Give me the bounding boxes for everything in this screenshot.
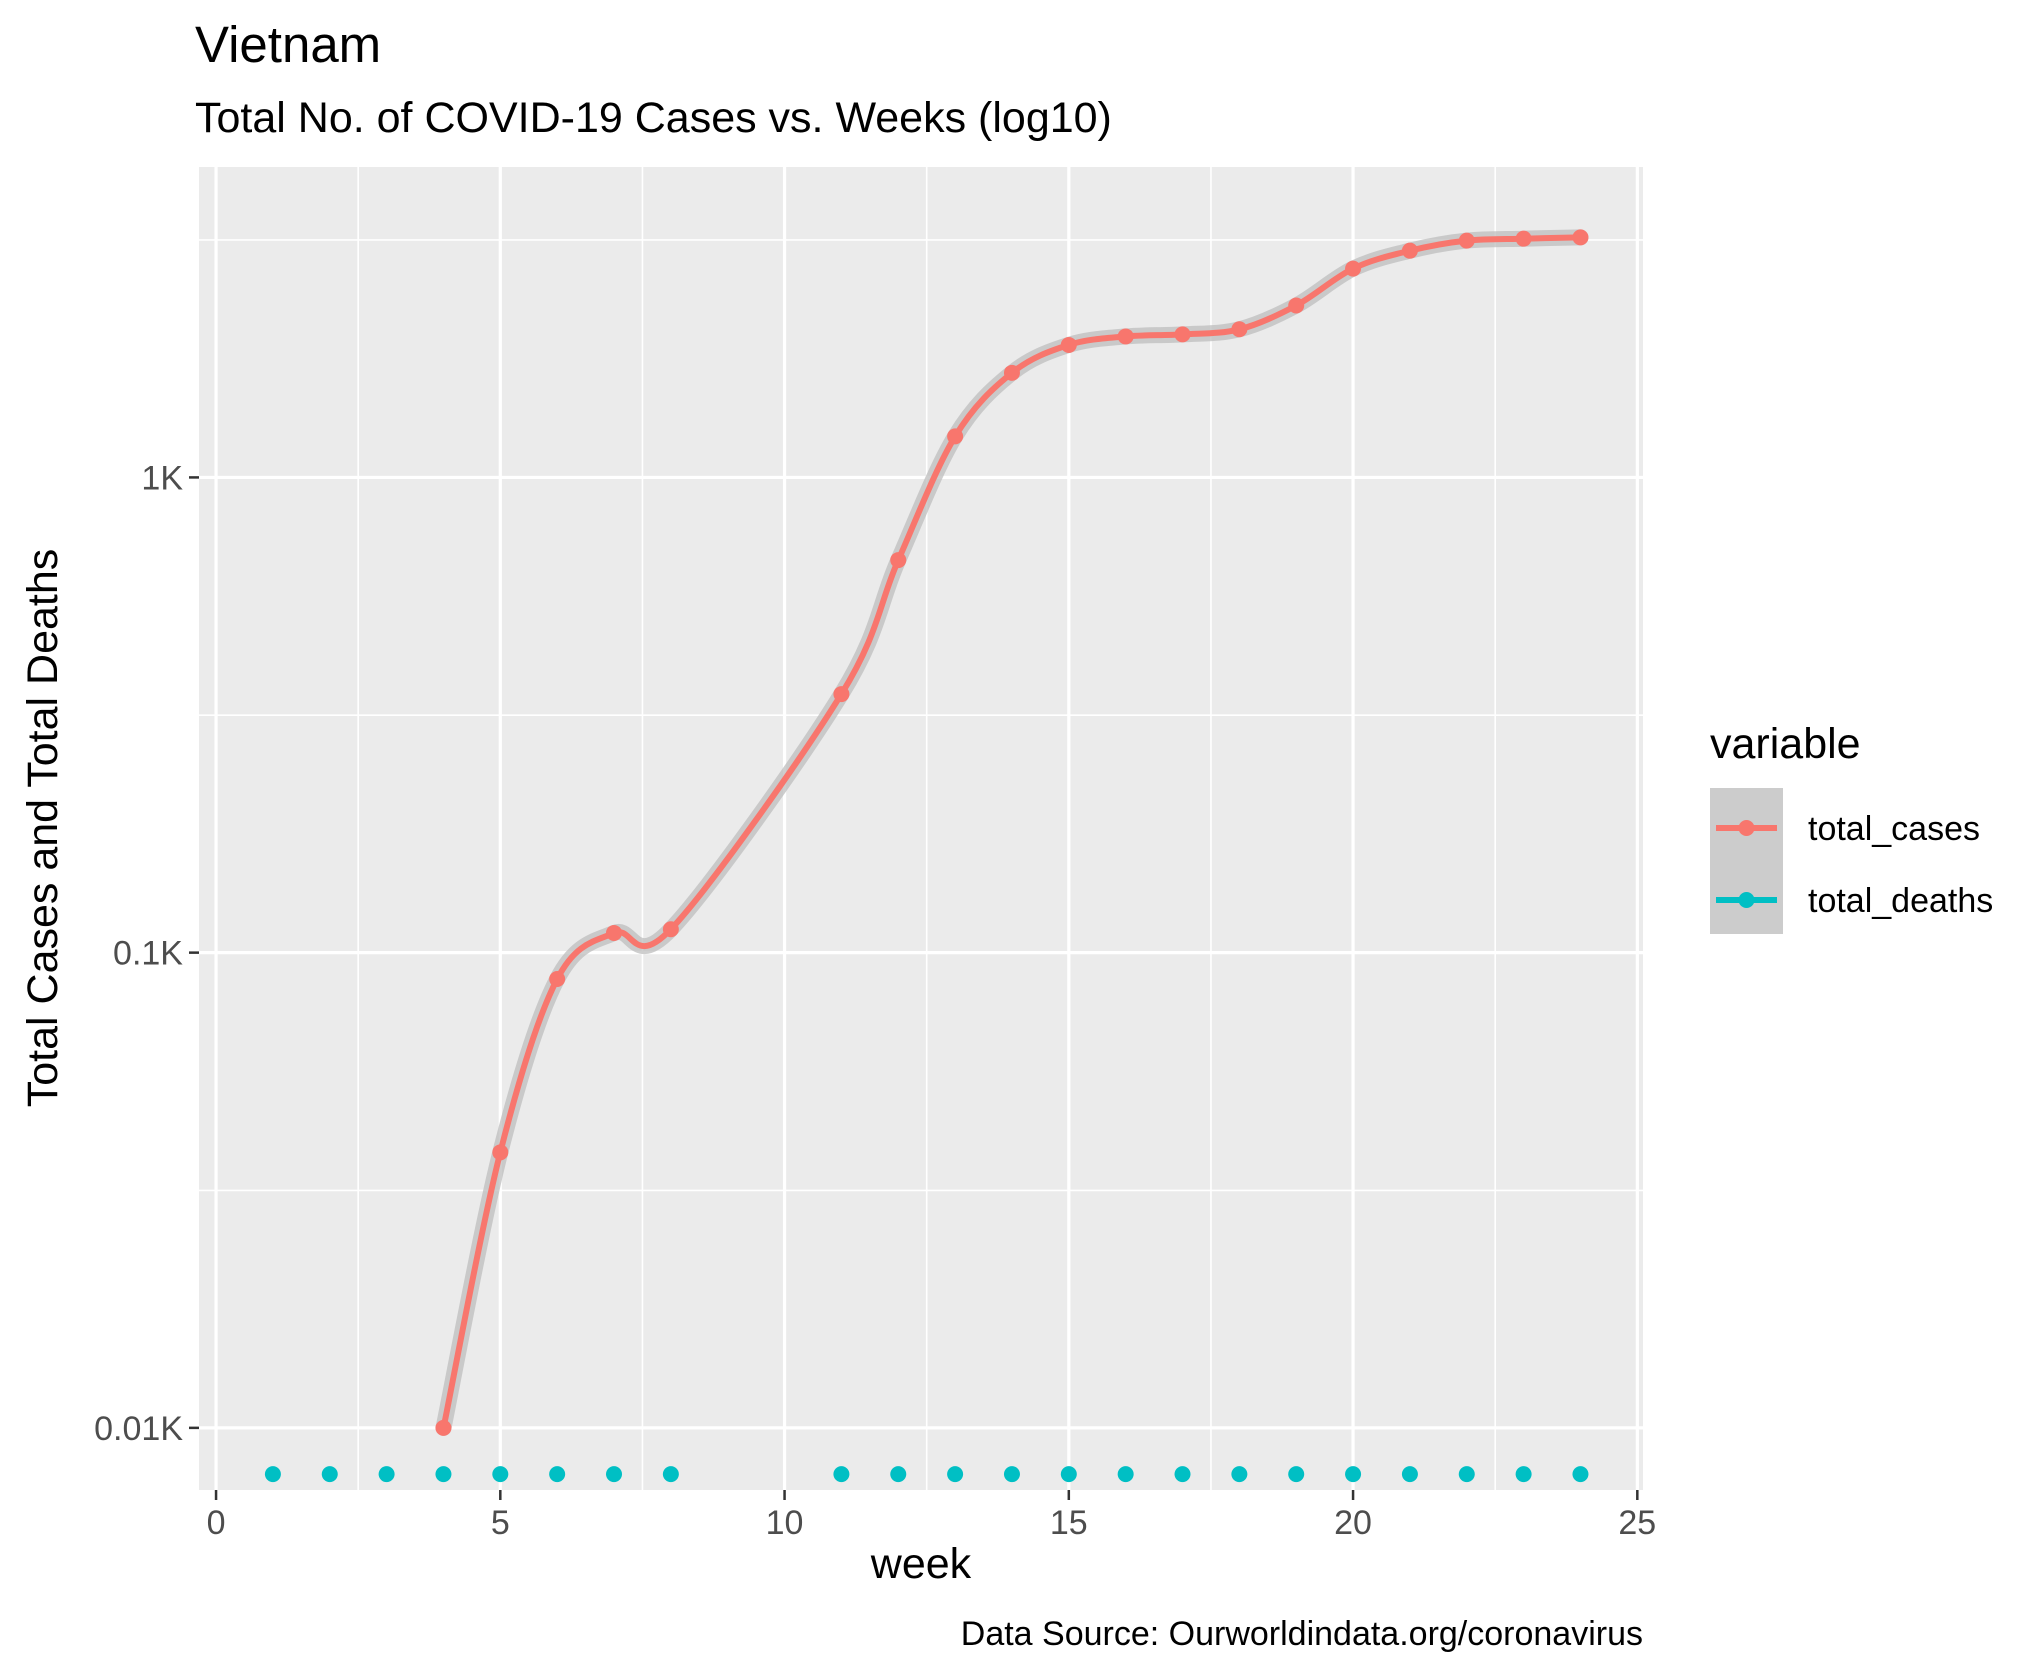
series-total-deaths-point bbox=[662, 1466, 679, 1483]
legend-entry-label: total_cases bbox=[1808, 810, 1980, 848]
series-total-cases-line bbox=[440, 234, 1584, 1431]
chart-caption: Data Source: Ourworldindata.org/coronavi… bbox=[961, 1615, 1643, 1653]
series-total-cases-point bbox=[1345, 260, 1362, 277]
series-total-deaths-point bbox=[1231, 1466, 1248, 1483]
x-tick-label: 0 bbox=[207, 1504, 226, 1542]
series-total-cases-point bbox=[1401, 242, 1418, 259]
series-total-deaths-point bbox=[947, 1466, 964, 1483]
y-axis-title: Total Cases and Total Deaths bbox=[19, 549, 67, 1108]
series-total-cases-point bbox=[947, 428, 964, 445]
series-total-cases-point bbox=[1515, 230, 1532, 247]
series-total-cases-point bbox=[1174, 326, 1191, 343]
series-total-cases-point bbox=[1117, 328, 1134, 345]
series-total-deaths-point bbox=[492, 1466, 509, 1483]
series-total-cases-point bbox=[890, 552, 907, 569]
y-tick-label: 1K bbox=[141, 459, 183, 497]
series-total-cases-point bbox=[1060, 336, 1077, 353]
series-total-deaths-point bbox=[1515, 1466, 1532, 1483]
legend-key-background bbox=[1710, 788, 1783, 934]
series-total-deaths-point bbox=[321, 1466, 338, 1483]
legend-key-point bbox=[1738, 820, 1755, 836]
minor-gridlines bbox=[199, 167, 1643, 1490]
legend-key-point bbox=[1738, 892, 1755, 908]
series-total-cases-point bbox=[662, 921, 679, 938]
plot-panel bbox=[199, 167, 1643, 1490]
major-gridlines bbox=[199, 167, 1643, 1490]
series-total-deaths-point bbox=[606, 1466, 623, 1483]
series-total-cases-point bbox=[1572, 229, 1589, 246]
series-total-deaths-point bbox=[1572, 1466, 1589, 1483]
series-total-cases-point bbox=[1003, 364, 1020, 381]
series-total-cases-point bbox=[549, 971, 566, 988]
series-total-cases-point bbox=[1231, 321, 1248, 338]
series-total-cases-point bbox=[492, 1144, 509, 1161]
x-tick-label: 20 bbox=[1334, 1504, 1372, 1542]
series-total-deaths-point bbox=[549, 1466, 566, 1483]
series-total-cases-point bbox=[1288, 297, 1305, 314]
series-total-deaths-point bbox=[1288, 1466, 1305, 1483]
series-total-deaths-point bbox=[1174, 1466, 1191, 1483]
series-total-deaths-point bbox=[1458, 1466, 1475, 1483]
y-tick-label: 0.1K bbox=[113, 935, 183, 973]
x-tick-label: 25 bbox=[1618, 1504, 1656, 1542]
series-total-cases-point bbox=[606, 924, 623, 941]
axis-ticks bbox=[189, 476, 1639, 1500]
series-total-deaths-point bbox=[1345, 1466, 1362, 1483]
legend-title: variable bbox=[1710, 720, 1861, 768]
series-layer bbox=[264, 229, 1589, 1483]
legend-entry-label: total_deaths bbox=[1808, 882, 1993, 920]
series-total-cases-point bbox=[1458, 232, 1475, 249]
series-total-deaths-point bbox=[890, 1466, 907, 1483]
x-tick-label: 5 bbox=[491, 1504, 510, 1542]
tick-labels: 0 5 10 15 20 25 0.01K 0.1K 1K bbox=[94, 459, 1656, 1542]
legend: variable total_cases total_deaths bbox=[1710, 720, 1993, 934]
series-total-cases-point bbox=[833, 686, 850, 703]
series-total-deaths-point bbox=[1060, 1466, 1077, 1483]
series-total-deaths-point bbox=[1401, 1466, 1418, 1483]
series-total-cases-point bbox=[435, 1419, 452, 1436]
series-total-deaths-point bbox=[1003, 1466, 1020, 1483]
x-axis-title: week bbox=[870, 1540, 972, 1588]
x-tick-label: 10 bbox=[766, 1504, 804, 1542]
chart-title: Vietnam bbox=[195, 16, 381, 73]
chart-subtitle: Total No. of COVID-19 Cases vs. Weeks (l… bbox=[195, 94, 1112, 142]
y-tick-label: 0.01K bbox=[94, 1410, 183, 1448]
series-total-deaths-point bbox=[264, 1466, 281, 1483]
series-total-deaths-point bbox=[833, 1466, 850, 1483]
series-total-deaths-point bbox=[378, 1466, 395, 1483]
series-total-deaths-point bbox=[1117, 1466, 1134, 1483]
series-total-deaths-point bbox=[435, 1466, 452, 1483]
x-tick-label: 15 bbox=[1050, 1504, 1088, 1542]
